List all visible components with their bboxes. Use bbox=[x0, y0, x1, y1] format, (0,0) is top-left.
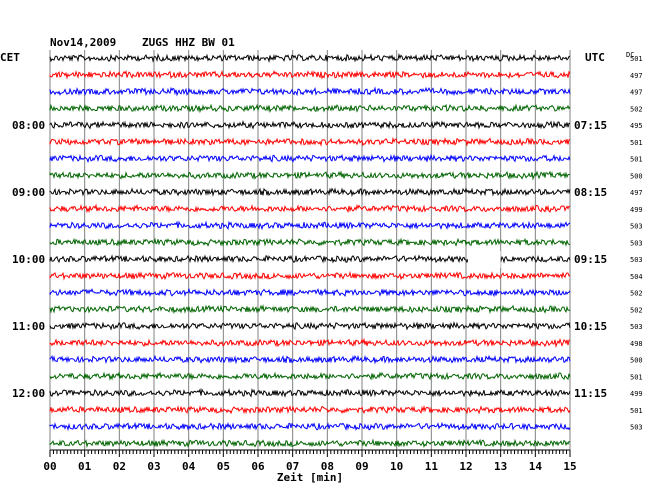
trace-row-21 bbox=[49, 404, 571, 415]
left-time-label-0: 08:00 bbox=[12, 119, 45, 132]
x-tick-label-02: 02 bbox=[113, 460, 126, 473]
left-timezone-label: CET bbox=[0, 51, 20, 64]
dc-offset-14: 502 bbox=[630, 290, 643, 298]
x-tick-label-06: 06 bbox=[251, 460, 265, 473]
right-time-label-0: 07:15 bbox=[574, 119, 607, 132]
trace-row-15 bbox=[49, 304, 571, 315]
right-time-label-4: 11:15 bbox=[574, 387, 607, 400]
trace-row-18 bbox=[49, 354, 571, 365]
trace-row-11 bbox=[49, 237, 571, 247]
dc-offset-13: 504 bbox=[630, 273, 643, 281]
trace-row-23 bbox=[49, 438, 571, 449]
dc-offset-19: 501 bbox=[630, 373, 643, 381]
dc-offset-21: 501 bbox=[630, 407, 643, 415]
dc-offset-18: 500 bbox=[630, 357, 643, 365]
header-date: Nov14,2009 bbox=[50, 36, 116, 49]
dc-offset-11: 503 bbox=[630, 239, 643, 247]
dc-offset-9: 499 bbox=[630, 206, 643, 214]
dc-offset-12: 503 bbox=[630, 256, 643, 264]
right-time-label-2: 09:15 bbox=[574, 253, 607, 266]
grid-lines bbox=[49, 50, 571, 450]
right-time-labels: 07:15 08:15 09:15 10:15 11:15 bbox=[574, 119, 607, 400]
x-tick-label-13: 13 bbox=[494, 460, 507, 473]
dc-offset-22: 503 bbox=[630, 424, 643, 432]
trace-row-1 bbox=[49, 70, 571, 80]
x-tick-label-04: 04 bbox=[182, 460, 196, 473]
x-axis-title: Zeit [min] bbox=[277, 471, 343, 484]
dc-offset-10: 503 bbox=[630, 223, 643, 231]
x-tick-label-00: 00 bbox=[43, 460, 56, 473]
trace-row-3 bbox=[49, 103, 571, 114]
dc-offset-1: 497 bbox=[630, 72, 643, 80]
left-time-label-3: 11:00 bbox=[12, 320, 45, 333]
trace-row-20 bbox=[49, 387, 571, 398]
x-tick-label-07: 07 bbox=[286, 460, 299, 473]
dc-offset-5: 501 bbox=[630, 139, 643, 147]
dc-offset-3: 502 bbox=[630, 105, 643, 113]
trace-row-17 bbox=[49, 337, 571, 349]
x-tick-label-12: 12 bbox=[459, 460, 472, 473]
left-time-label-4: 12:00 bbox=[12, 387, 45, 400]
header-station: ZUGS HHZ BW 01 bbox=[142, 36, 235, 49]
data-gaps bbox=[468, 251, 501, 268]
dc-offset-2: 497 bbox=[630, 89, 643, 97]
x-tick-label-14: 14 bbox=[529, 460, 543, 473]
dc-offset-0: 501 bbox=[630, 55, 643, 63]
trace-row-14 bbox=[49, 287, 571, 298]
right-time-label-1: 08:15 bbox=[574, 186, 607, 199]
trace-row-19 bbox=[49, 371, 571, 381]
dc-offset-4: 495 bbox=[630, 122, 643, 130]
trace-row-4 bbox=[49, 119, 571, 130]
dc-offset-15: 502 bbox=[630, 306, 643, 314]
dc-offset-20: 499 bbox=[630, 390, 643, 398]
left-time-label-2: 10:00 bbox=[12, 253, 45, 266]
x-tick-label-10: 10 bbox=[390, 460, 403, 473]
dc-label: DC bbox=[626, 51, 634, 59]
trace-row-8 bbox=[49, 187, 571, 198]
left-time-labels: 08:00 09:00 10:00 11:00 12:00 bbox=[12, 119, 45, 400]
left-time-label-1: 09:00 bbox=[12, 186, 45, 199]
dc-offset-17: 498 bbox=[630, 340, 643, 348]
trace-row-9 bbox=[49, 203, 571, 214]
x-tick-label-11: 11 bbox=[425, 460, 439, 473]
trace-row-5 bbox=[49, 136, 571, 147]
dc-offset-6: 501 bbox=[630, 156, 643, 164]
dc-offset-8: 497 bbox=[630, 189, 643, 197]
trace-row-22 bbox=[49, 421, 571, 432]
trace-row-13 bbox=[49, 270, 571, 281]
trace-row-6 bbox=[49, 153, 571, 164]
x-tick-label-08: 08 bbox=[321, 460, 334, 473]
data-gap-0 bbox=[468, 251, 501, 268]
trace-row-10 bbox=[49, 220, 571, 231]
dc-offset-16: 503 bbox=[630, 323, 643, 331]
dc-offset-values: 501 497 497 502 495 501 501 500 497 499 503 503 503 5… bbox=[630, 55, 643, 432]
trace-row-16 bbox=[49, 321, 571, 331]
dc-offset-7: 500 bbox=[630, 172, 643, 180]
x-axis: 00 01 02 03 04 05 06 07 08 09 10 11 12 13 14 15 bbox=[43, 449, 577, 473]
x-tick-label-03: 03 bbox=[147, 460, 160, 473]
x-tick-label-05: 05 bbox=[217, 460, 230, 473]
trace-row-7 bbox=[49, 170, 571, 181]
x-tick-label-01: 01 bbox=[78, 460, 92, 473]
trace-row-0 bbox=[49, 52, 571, 63]
right-time-label-3: 10:15 bbox=[574, 320, 607, 333]
x-tick-label-09: 09 bbox=[355, 460, 368, 473]
x-tick-label-15: 15 bbox=[563, 460, 576, 473]
right-timezone-label: UTC bbox=[585, 51, 605, 64]
trace-rows bbox=[49, 52, 571, 449]
trace-row-2 bbox=[49, 86, 571, 97]
